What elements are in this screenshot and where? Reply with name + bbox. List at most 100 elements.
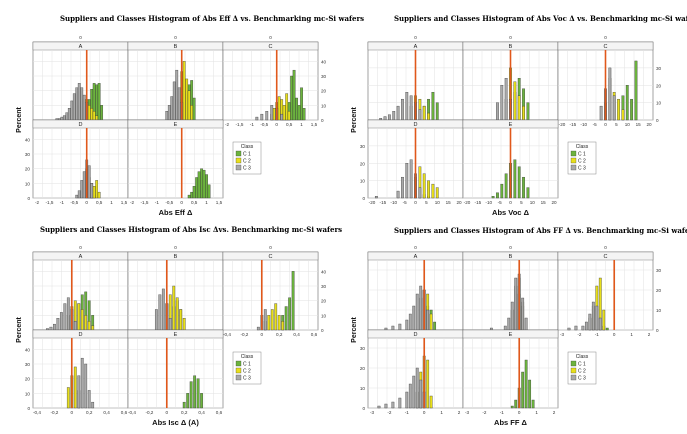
y-tick-label: 10 xyxy=(321,103,327,108)
bar xyxy=(595,305,599,331)
panel-d: D xyxy=(32,119,129,199)
bar xyxy=(392,111,396,121)
bar xyxy=(161,288,165,331)
x-tick-label: 1,5 xyxy=(216,200,223,205)
bar xyxy=(63,303,67,331)
bar xyxy=(426,359,430,409)
top-axis-label: 0 xyxy=(509,35,512,40)
legend-label: C 2 xyxy=(578,369,586,375)
bar xyxy=(581,325,585,331)
bar xyxy=(507,317,511,331)
chart-title: Suppliers and Classes Histogram of Abs E… xyxy=(60,14,364,23)
x-tick-label: -5 xyxy=(498,200,503,205)
bar xyxy=(517,166,521,199)
bar xyxy=(100,105,104,121)
legend-swatch xyxy=(235,360,242,367)
bar xyxy=(56,318,60,331)
bar xyxy=(429,395,433,409)
y-tick-label: 20 xyxy=(25,377,31,382)
x-tick-label: -10 xyxy=(485,200,492,205)
panel-e: E xyxy=(127,329,224,409)
x-tick-label: 2 xyxy=(648,332,651,337)
bar xyxy=(408,383,412,409)
legend-label: C 2 xyxy=(243,369,251,375)
top-axis-label: 0 xyxy=(604,35,607,40)
x-tick-label: 1 xyxy=(440,410,443,415)
x-tick-label: 0 xyxy=(71,410,74,415)
x-tick-label: 0,4 xyxy=(293,332,300,337)
y-tick-label: 30 xyxy=(321,284,327,289)
bar xyxy=(574,325,578,331)
bar xyxy=(90,108,94,121)
panel-label: E xyxy=(174,332,178,338)
bar xyxy=(521,297,525,331)
panel-b: B xyxy=(462,41,559,121)
x-tick-label: 1,5 xyxy=(311,122,318,127)
bar xyxy=(388,114,391,121)
bar xyxy=(412,375,416,409)
panel-label: B xyxy=(174,44,178,50)
bar xyxy=(77,83,81,121)
bar xyxy=(202,169,206,199)
top-axis-label: 0 xyxy=(174,245,177,250)
bar xyxy=(97,191,101,199)
bar xyxy=(90,183,94,199)
chart-1: Suppliers and Classes Histogram of Abs E… xyxy=(16,14,364,217)
x-tick-label: -15 xyxy=(380,200,387,205)
bar xyxy=(522,105,525,121)
y-tick-label: 40 xyxy=(25,137,31,142)
chart-title: Suppliers and Classes Histogram of Abs F… xyxy=(394,226,687,235)
x-tick-label: -10 xyxy=(580,122,587,127)
panel-label: A xyxy=(414,44,418,50)
x-tick-label: 0 xyxy=(261,332,264,337)
top-axis-label: 0 xyxy=(509,245,512,250)
bar xyxy=(182,318,186,331)
y-tick-label: 10 xyxy=(656,101,662,106)
bar xyxy=(398,397,402,409)
bar xyxy=(431,183,435,199)
x-tick-label: -3 xyxy=(465,410,470,415)
panel-b: B xyxy=(127,41,224,121)
bar xyxy=(154,309,158,331)
y-tick-label: 10 xyxy=(360,179,366,184)
x-tick-label: 0 xyxy=(613,332,616,337)
legend-label: C 3 xyxy=(243,376,251,382)
x-tick-label: -1 xyxy=(500,410,505,415)
x-tick-label: -20 xyxy=(369,200,376,205)
bar xyxy=(433,321,437,331)
bar xyxy=(87,105,91,121)
x-tick-label: 0,4 xyxy=(198,410,205,415)
bar xyxy=(260,113,264,121)
x-axis-label: Abs Voc Δ xyxy=(492,208,530,217)
bar xyxy=(435,187,439,199)
bar xyxy=(526,102,530,121)
chart-title: Suppliers and Classes Histogram of Abs I… xyxy=(40,225,342,234)
bar xyxy=(612,95,616,121)
bar xyxy=(496,102,499,121)
bar xyxy=(521,371,525,409)
x-tick-label: 0 xyxy=(423,410,426,415)
panel-label: A xyxy=(79,254,83,260)
bar xyxy=(256,326,260,331)
x-tick-label: 20 xyxy=(646,122,652,127)
y-tick-label: 40 xyxy=(25,347,31,352)
panel-c: C xyxy=(557,41,654,121)
x-tick-label: -10 xyxy=(390,200,397,205)
top-axis-label: 0 xyxy=(269,245,272,250)
bar xyxy=(175,297,179,331)
bar xyxy=(91,325,95,331)
legend-label: C 2 xyxy=(243,159,251,165)
bar xyxy=(288,297,292,331)
bar xyxy=(65,112,69,121)
bar xyxy=(277,315,281,331)
panel-label: C xyxy=(269,44,273,50)
legend-label: C 3 xyxy=(243,166,251,172)
bar xyxy=(84,315,88,331)
bar xyxy=(427,180,430,199)
top-axis-label: 0 xyxy=(414,35,417,40)
x-tick-label: -0,4 xyxy=(223,332,231,337)
panel-a: A xyxy=(32,41,129,121)
bar xyxy=(255,116,259,121)
bar xyxy=(193,375,197,409)
